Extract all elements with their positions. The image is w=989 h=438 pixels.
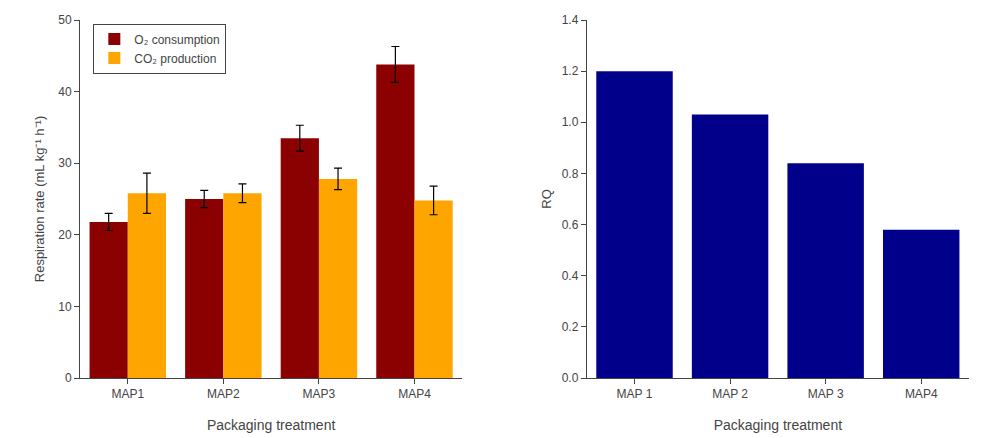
svg-text:O₂ consumption: O₂ consumption — [134, 33, 219, 47]
svg-text:Packaging treatment: Packaging treatment — [714, 417, 843, 433]
svg-text:0.8: 0.8 — [562, 167, 579, 181]
svg-text:0.0: 0.0 — [562, 371, 579, 385]
svg-text:RQ: RQ — [539, 189, 554, 209]
svg-text:MAP3: MAP3 — [303, 387, 336, 401]
svg-text:1.2: 1.2 — [562, 64, 579, 78]
svg-text:10: 10 — [58, 300, 72, 314]
svg-text:MAP1: MAP1 — [111, 387, 144, 401]
svg-text:MAP 2: MAP 2 — [712, 387, 748, 401]
svg-text:40: 40 — [58, 85, 72, 99]
svg-text:0.2: 0.2 — [562, 320, 579, 334]
svg-text:0.6: 0.6 — [562, 218, 579, 232]
svg-text:MAP4: MAP4 — [398, 387, 431, 401]
svg-text:30: 30 — [58, 156, 72, 170]
svg-text:50: 50 — [58, 13, 72, 27]
svg-text:20: 20 — [58, 228, 72, 242]
svg-text:Packaging treatment: Packaging treatment — [207, 417, 336, 433]
svg-text:MAP 1: MAP 1 — [617, 387, 653, 401]
svg-text:1.0: 1.0 — [562, 115, 579, 129]
svg-text:1.4: 1.4 — [562, 13, 579, 27]
svg-text:MAP 3: MAP 3 — [808, 387, 844, 401]
svg-text:MAP2: MAP2 — [207, 387, 240, 401]
svg-text:0.4: 0.4 — [562, 269, 579, 283]
svg-text:MAP4: MAP4 — [905, 387, 938, 401]
svg-text:Respiration rate (mL kg⁻¹ h⁻¹): Respiration rate (mL kg⁻¹ h⁻¹) — [32, 116, 47, 282]
svg-text:CO₂ production: CO₂ production — [134, 52, 216, 66]
svg-text:0: 0 — [65, 371, 72, 385]
